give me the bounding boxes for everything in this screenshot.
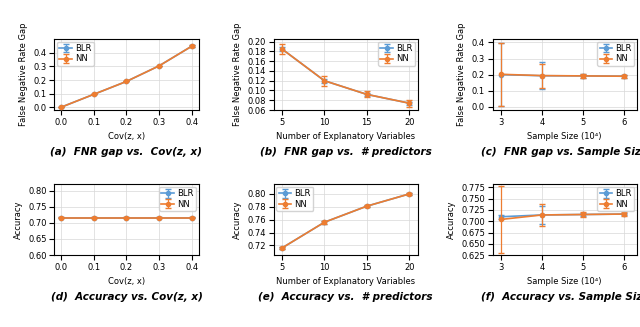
Text: (c)  FNR gap vs. Sample Size: (c) FNR gap vs. Sample Size	[481, 147, 640, 157]
Y-axis label: Accuracy: Accuracy	[13, 200, 22, 239]
Legend: BLR, NN: BLR, NN	[597, 187, 634, 211]
Text: (d)  Accuracy vs. Cov(z, x): (d) Accuracy vs. Cov(z, x)	[51, 292, 202, 302]
X-axis label: Number of Explanatory Variables: Number of Explanatory Variables	[276, 132, 415, 141]
Y-axis label: Accuracy: Accuracy	[447, 200, 456, 239]
Y-axis label: False Negative Rate Gap: False Negative Rate Gap	[19, 23, 28, 126]
X-axis label: Sample Size (10⁴): Sample Size (10⁴)	[527, 277, 602, 286]
Legend: BLR, NN: BLR, NN	[276, 187, 313, 211]
Legend: BLR, NN: BLR, NN	[57, 42, 94, 66]
Y-axis label: False Negative Rate Gap: False Negative Rate Gap	[457, 23, 466, 126]
Y-axis label: False Negative Rate Gap: False Negative Rate Gap	[233, 23, 242, 126]
Text: (a)  FNR gap vs.  Cov(z, x): (a) FNR gap vs. Cov(z, x)	[51, 147, 202, 157]
X-axis label: Cov(z, x): Cov(z, x)	[108, 132, 145, 141]
Legend: BLR, NN: BLR, NN	[378, 42, 415, 66]
X-axis label: Sample Size (10⁴): Sample Size (10⁴)	[527, 132, 602, 141]
Y-axis label: Accuracy: Accuracy	[233, 200, 242, 239]
X-axis label: Number of Explanatory Variables: Number of Explanatory Variables	[276, 277, 415, 286]
Legend: BLR, NN: BLR, NN	[159, 187, 196, 211]
Text: (f)  Accuracy vs. Sample Size: (f) Accuracy vs. Sample Size	[481, 292, 640, 302]
X-axis label: Cov(z, x): Cov(z, x)	[108, 277, 145, 286]
Legend: BLR, NN: BLR, NN	[597, 42, 634, 66]
Text: (b)  FNR gap vs.  # predictors: (b) FNR gap vs. # predictors	[260, 147, 431, 157]
Text: (e)  Accuracy vs.  # predictors: (e) Accuracy vs. # predictors	[259, 292, 433, 302]
